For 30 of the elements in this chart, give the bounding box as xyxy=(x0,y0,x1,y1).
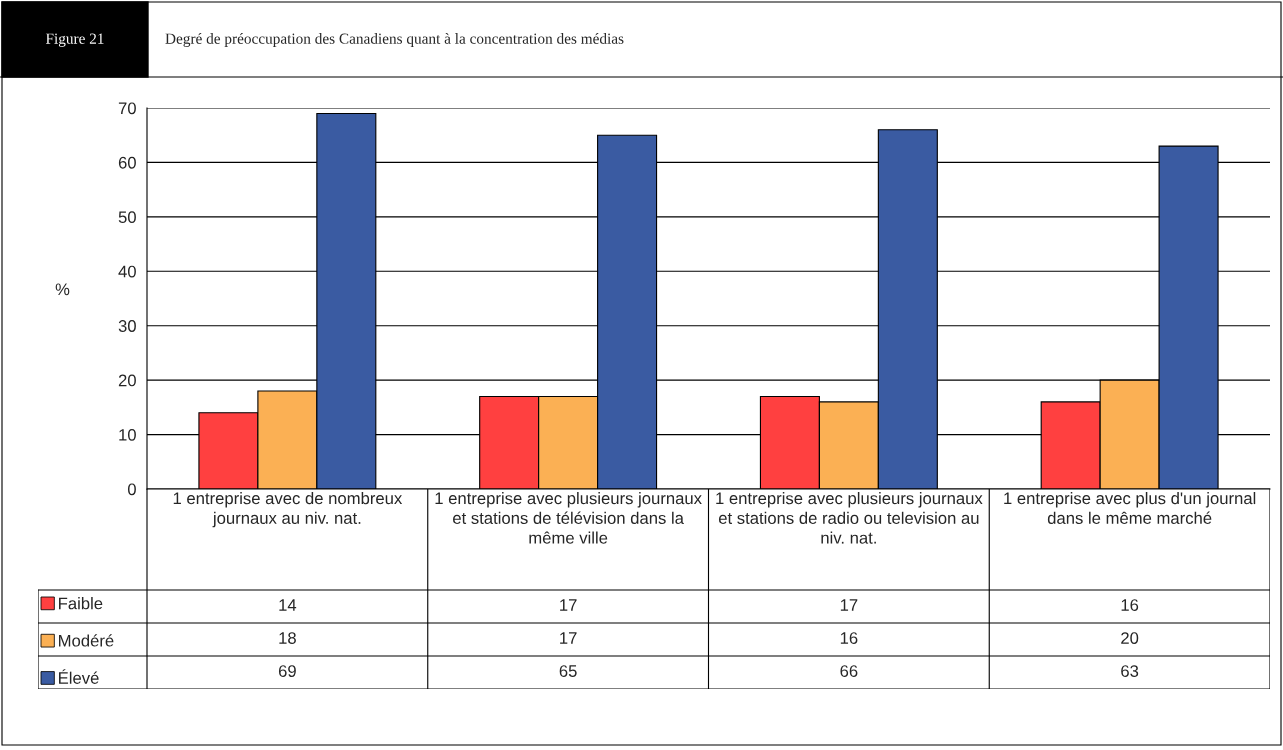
y-tick-label: 0 xyxy=(127,483,136,496)
y-tick-label: 60 xyxy=(118,156,136,169)
legend-label: Élevé xyxy=(59,669,99,684)
data-label: 17 xyxy=(560,599,577,611)
data-label: 17 xyxy=(560,632,577,644)
y-tick-label: 40 xyxy=(118,265,136,278)
data-label: 69 xyxy=(278,665,296,677)
data-label: 18 xyxy=(279,632,296,644)
data-label: 20 xyxy=(1121,632,1139,644)
data-label: 63 xyxy=(1121,665,1139,677)
data-label: 14 xyxy=(279,599,297,611)
y-axis-title: % xyxy=(55,283,70,296)
x-tick-label: 1 entreprise avec plus d'un journal dans le même marché xyxy=(1004,492,1256,525)
chart-title: Degré de préoccupation des Canadiens quant à la concentration des médias xyxy=(165,33,624,47)
legend-label: Modéré xyxy=(59,634,114,647)
data-label: 66 xyxy=(840,665,858,677)
caption: Figure 21 xyxy=(45,33,104,47)
y-tick-label: 70 xyxy=(118,102,136,115)
y-tick-label: 50 xyxy=(118,211,136,224)
legend-label: Faible xyxy=(59,597,103,610)
x-tick-label: 1 entreprise avec plusieurs journaux et stations de radio ou television au niv. nat. xyxy=(716,492,983,544)
data-label: 16 xyxy=(840,632,858,644)
data-label: 65 xyxy=(559,665,577,677)
x-tick-label: 1 entreprise avec de nombreux journaux au niv. nat. xyxy=(173,492,403,528)
y-tick-label: 10 xyxy=(119,428,136,441)
data-label: 17 xyxy=(840,599,858,611)
x-tick-label: 1 entreprise avec plusieurs journaux et stations de télévision dans la même ville xyxy=(435,492,702,544)
data-label: 16 xyxy=(1121,599,1139,611)
y-tick-label: 30 xyxy=(118,320,136,332)
y-tick-label: 20 xyxy=(118,374,136,387)
